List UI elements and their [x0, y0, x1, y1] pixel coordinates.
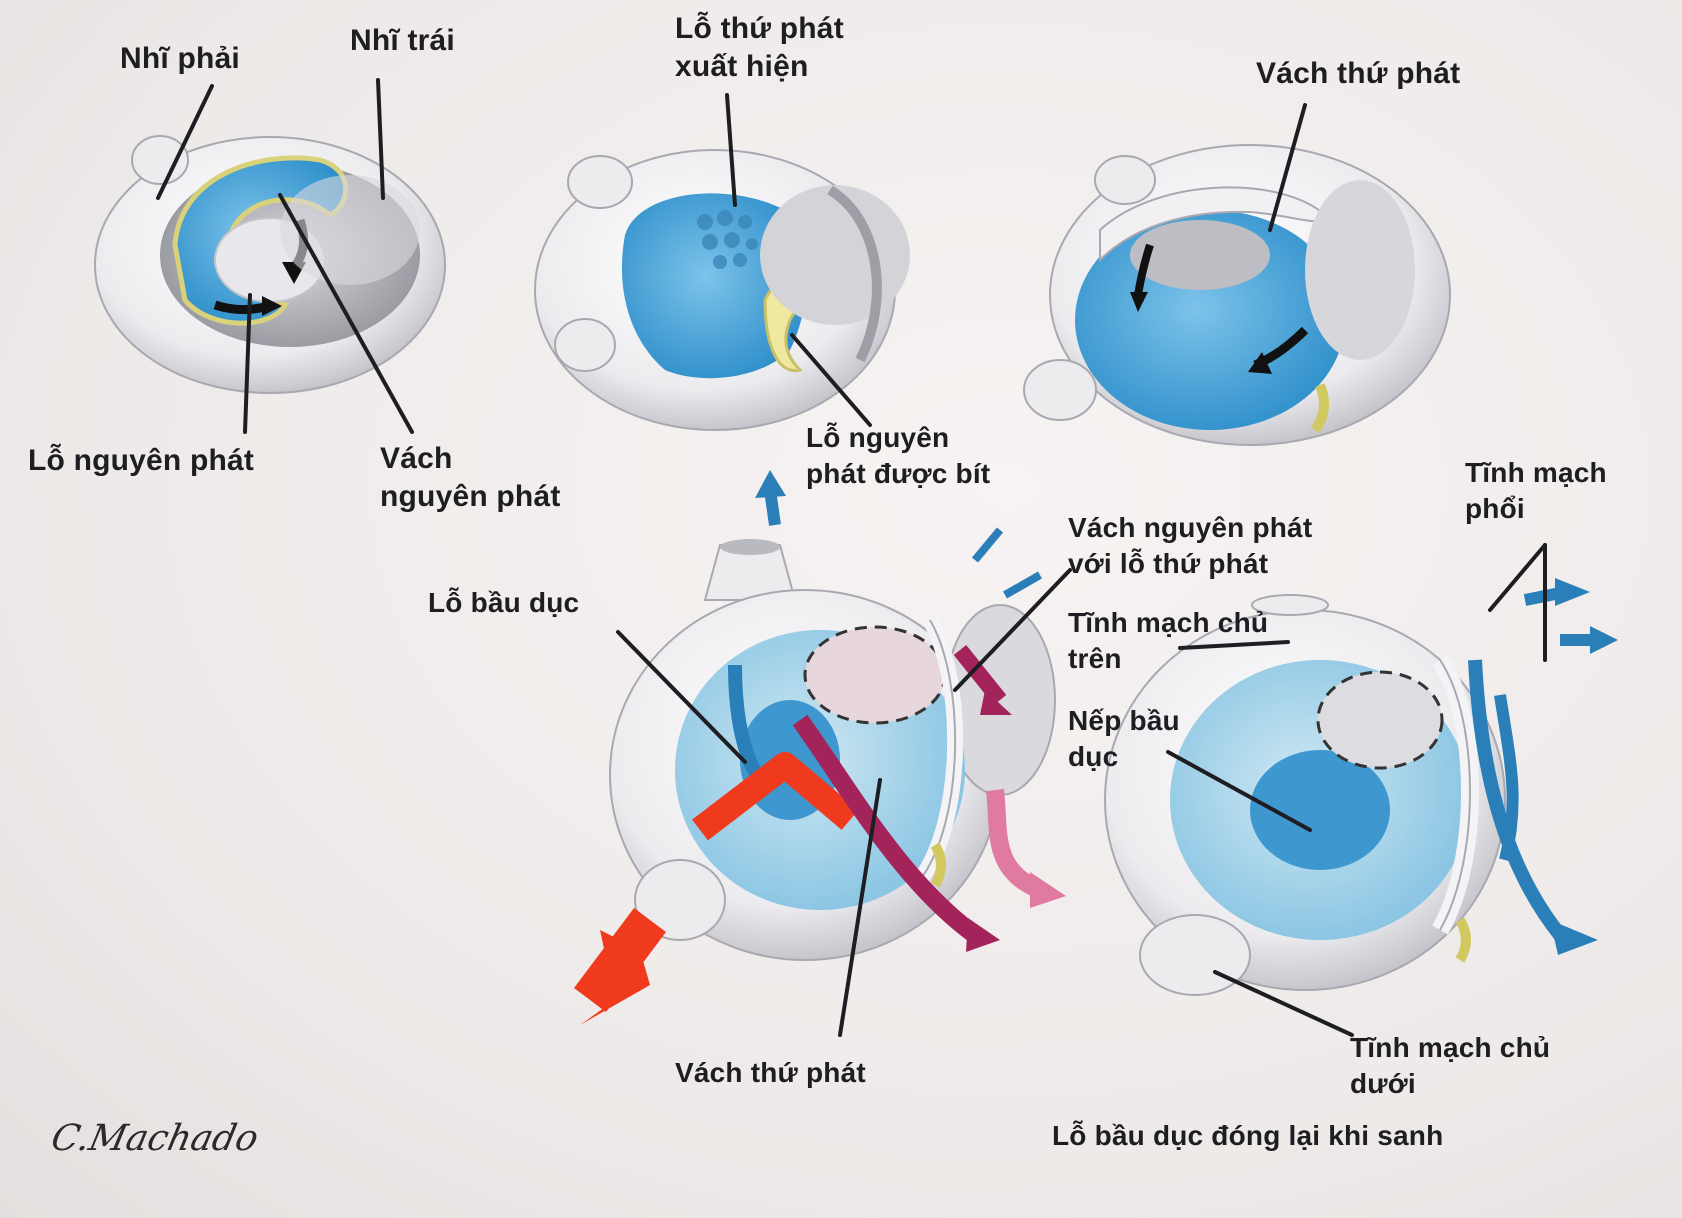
- label-lo-nguyen-phat-duoc-bit: Lỗ nguyên phát được bít: [806, 422, 991, 489]
- leader-lines: [156, 78, 1547, 1037]
- label-tinh-mach-chu-tren: Tĩnh mạch chủ trên: [1068, 607, 1269, 674]
- label-nhi-trai: Nhĩ trái: [350, 24, 455, 57]
- label-tinh-mach-phoi: Tĩnh mạch phổi: [1465, 457, 1607, 524]
- heart-stage-4: [574, 470, 1066, 1025]
- signature: C.Machado: [47, 1118, 262, 1159]
- label-nhi-phai: Nhĩ phải: [120, 42, 240, 75]
- label-nep-bau-duc: Nếp bầu dục: [1068, 705, 1180, 772]
- label-lo-bau-duc: Lỗ bầu dục: [428, 587, 580, 618]
- heart-stage-3: [1023, 144, 1451, 446]
- label-lo-thu-phat-xuat-hien: Lỗ thứ phát xuất hiện: [675, 12, 844, 83]
- label-vach-nguyen-phat-voi-lo-thu-phat: Vách nguyên phát với lỗ thứ phát: [1068, 512, 1313, 579]
- label-vach-thu-phat-bottom: Vách thứ phát: [675, 1057, 866, 1088]
- heart-stage-1: [94, 135, 446, 394]
- caption: Lỗ bầu dục đóng lại khi sanh: [1052, 1120, 1444, 1151]
- heart-stage-2: [534, 149, 910, 431]
- heart-stage-5: [1104, 578, 1618, 996]
- label-vach-nguyen-phat: Vách nguyên phát: [380, 442, 561, 513]
- label-tinh-mach-chu-duoi: Tĩnh mạch chủ dưới: [1350, 1032, 1551, 1099]
- label-lo-nguyen-phat: Lỗ nguyên phát: [28, 444, 255, 477]
- label-vach-thu-phat-top: Vách thứ phát: [1256, 57, 1461, 90]
